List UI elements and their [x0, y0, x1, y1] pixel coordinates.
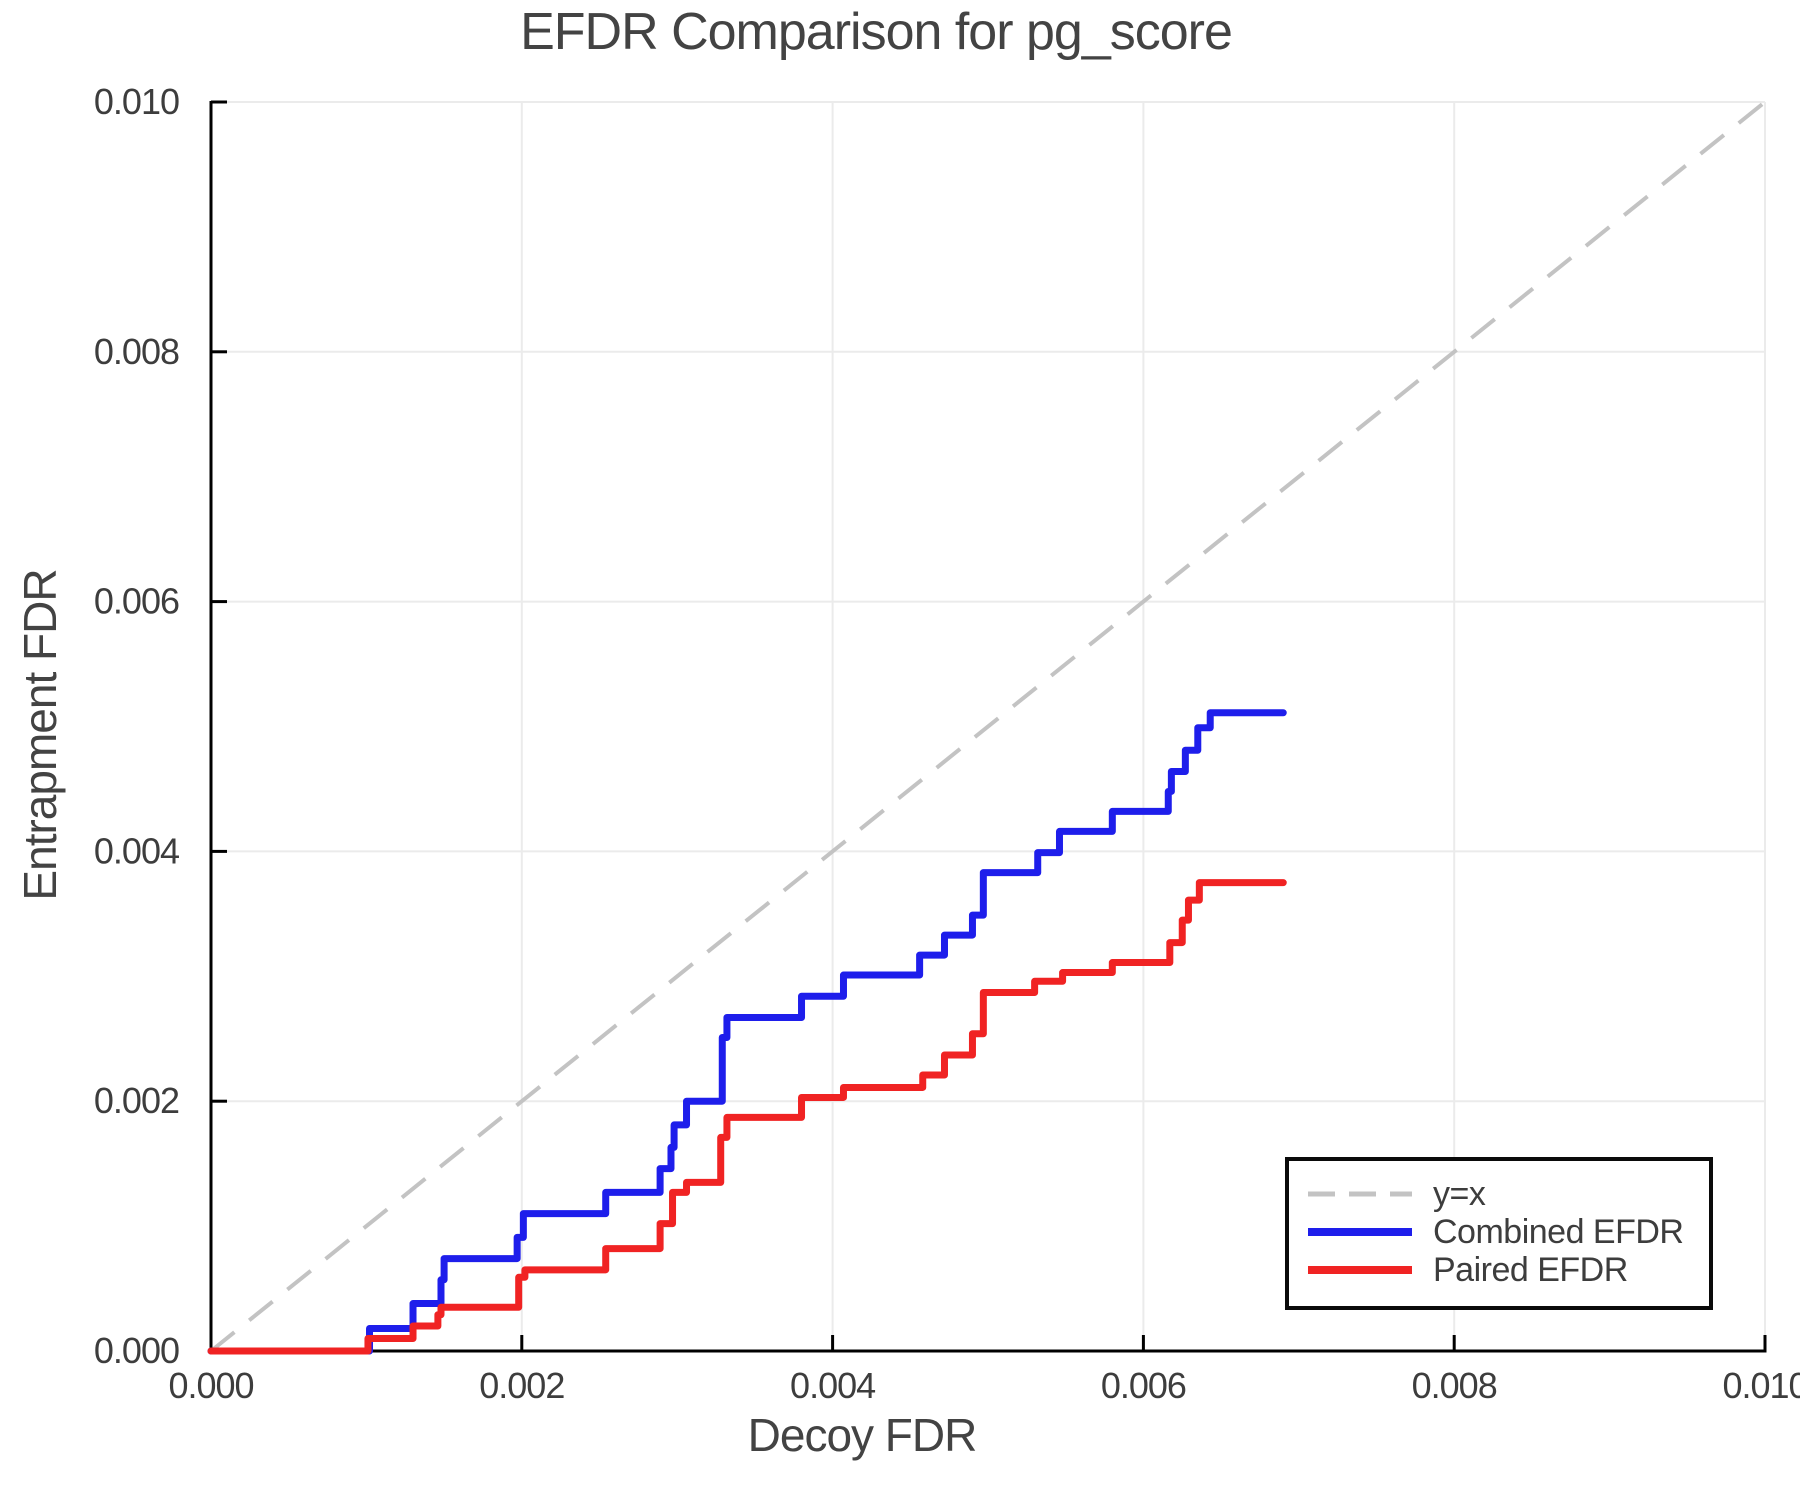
- legend-item-paired-efdr: Paired EFDR: [1305, 1251, 1709, 1289]
- x-tick-label: 0.002: [479, 1365, 564, 1406]
- legend-label-paired-efdr: Paired EFDR: [1433, 1250, 1628, 1289]
- legend-label-yx: y=x: [1433, 1174, 1486, 1213]
- x-tick-label: 0.000: [168, 1365, 253, 1406]
- legend: y=x Combined EFDR Paired EFDR: [1285, 1157, 1713, 1310]
- y-axis-label: Entrapment FDR: [14, 569, 66, 901]
- identity-line: [209, 100, 1767, 1353]
- y-tick-label: 0.002: [94, 1080, 179, 1121]
- x-tick-label: 0.004: [790, 1365, 875, 1406]
- legend-item-yx: y=x: [1305, 1175, 1709, 1213]
- legend-blue-line-sample: [1308, 1228, 1412, 1236]
- x-axis-label: Decoy FDR: [747, 1409, 978, 1461]
- y-tick-label: 0.010: [94, 81, 179, 122]
- paired-efdr-curve: [207, 879, 1287, 1355]
- x-tick-label: 0.006: [1101, 1365, 1186, 1406]
- chart-title: EFDR Comparison for pg_score: [520, 3, 1233, 61]
- legend-label-combined-efdr: Combined EFDR: [1433, 1212, 1684, 1251]
- y-tick-label: 0.000: [94, 1330, 179, 1371]
- legend-dashed-line-sample: [1308, 1191, 1412, 1197]
- x-tick-label: 0.008: [1412, 1365, 1497, 1406]
- x-tick-label: 0.010: [1722, 1365, 1800, 1406]
- legend-red-line-sample: [1308, 1266, 1412, 1274]
- y-tick-label: 0.008: [94, 331, 179, 372]
- legend-item-combined-efdr: Combined EFDR: [1305, 1213, 1709, 1251]
- y-tick-label: 0.004: [94, 830, 179, 871]
- y-tick-label: 0.006: [94, 581, 179, 622]
- combined-efdr-curve: [207, 709, 1287, 1355]
